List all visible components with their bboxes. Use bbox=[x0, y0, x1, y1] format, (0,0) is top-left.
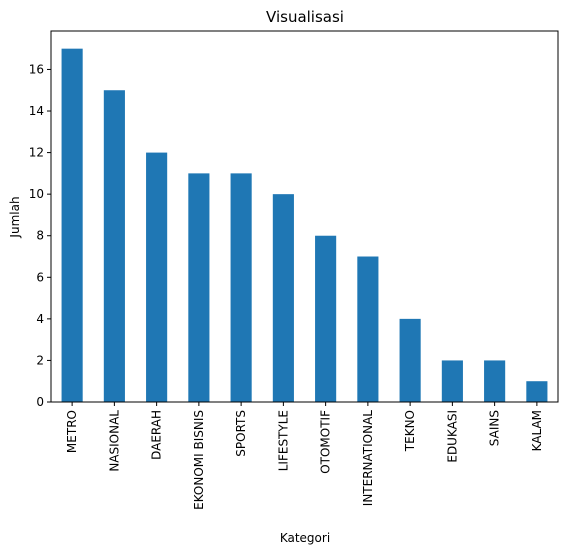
x-tick-label: INTERNATIONAL bbox=[361, 410, 375, 507]
bar-kalam bbox=[526, 381, 548, 402]
chart-title: Visualisasi bbox=[266, 8, 344, 26]
bar-sains bbox=[484, 360, 506, 402]
bar-ekonomi-bisnis bbox=[188, 173, 210, 402]
bar-metro bbox=[61, 48, 83, 403]
bar-tekno bbox=[399, 318, 421, 402]
y-axis-ticks: 0 2 4 6 8 10 12 14 16 bbox=[29, 62, 51, 409]
y-tick-label: 16 bbox=[29, 62, 44, 76]
bar-daerah bbox=[146, 152, 168, 402]
y-tick-label: 14 bbox=[29, 104, 44, 118]
x-axis-label: Kategori bbox=[280, 531, 330, 545]
x-tick-label: KALAM bbox=[530, 410, 544, 451]
bar-otomotif bbox=[315, 235, 337, 402]
bar-lifestyle bbox=[272, 194, 294, 402]
y-tick-label: 0 bbox=[36, 395, 44, 409]
y-tick-label: 2 bbox=[36, 353, 44, 367]
plot-frame bbox=[50, 30, 559, 403]
x-tick-label: EDUKASI bbox=[445, 410, 459, 463]
bar-sports bbox=[230, 173, 252, 402]
bar-nasional bbox=[103, 90, 125, 402]
x-tick-label: DAERAH bbox=[150, 410, 164, 460]
x-tick-label: OTOMOTIF bbox=[319, 410, 333, 474]
bar-international bbox=[357, 256, 379, 402]
y-tick-label: 12 bbox=[29, 146, 44, 160]
y-axis-label: Jumlah bbox=[8, 196, 22, 238]
x-tick-label: TEKNO bbox=[403, 410, 417, 452]
x-tick-label: SPORTS bbox=[234, 410, 248, 457]
y-tick-label: 6 bbox=[36, 270, 44, 284]
x-axis-ticks: METRO NASIONAL DAERAH EKONOMI BISNIS SPORTS L… bbox=[65, 402, 544, 510]
y-tick-label: 10 bbox=[29, 187, 44, 201]
x-tick-label: LIFESTYLE bbox=[276, 410, 290, 471]
x-tick-label: NASIONAL bbox=[107, 410, 121, 472]
x-tick-label: METRO bbox=[65, 410, 79, 453]
bars-group bbox=[61, 48, 548, 403]
y-tick-label: 8 bbox=[36, 229, 44, 243]
x-tick-label: EKONOMI BISNIS bbox=[192, 410, 206, 510]
y-tick-label: 4 bbox=[36, 312, 44, 326]
bar-edukasi bbox=[441, 360, 463, 402]
x-tick-label: SAINS bbox=[488, 410, 502, 446]
